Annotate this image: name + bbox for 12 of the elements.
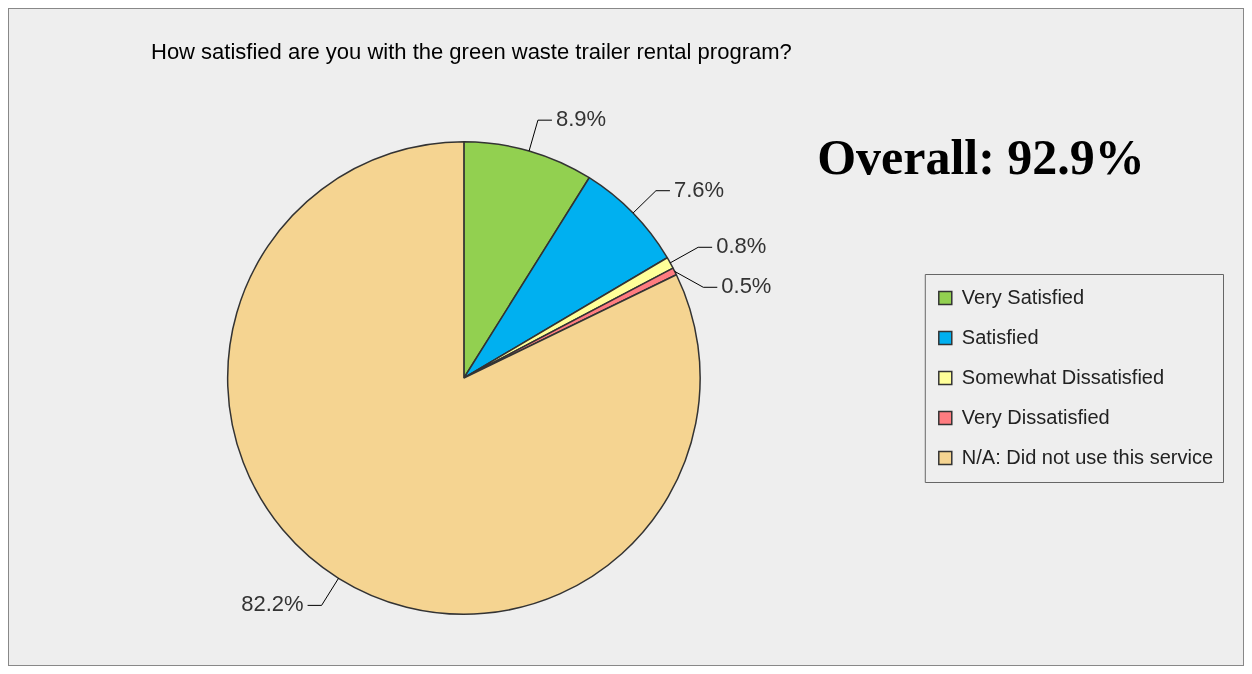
legend-label: Very Dissatisfied (961, 405, 1110, 428)
legend-label: Satisfied (961, 325, 1039, 348)
data-label: 82.2% (241, 591, 304, 617)
data-label: 0.5% (721, 273, 772, 299)
data-label: 7.6% (673, 176, 725, 202)
text: Overall: 92.9% (817, 128, 1145, 185)
legend-label: Very Satisfied (961, 285, 1085, 308)
legend-label: N/A: Did not use this service (961, 445, 1214, 468)
data-label: 8.9% (555, 106, 607, 132)
data-label: 0.8% (716, 233, 767, 259)
chart-title: How satisfied are you with the green waste trailer rental program? (151, 39, 792, 65)
legend-label: Somewhat Dissatisfied (961, 365, 1165, 388)
